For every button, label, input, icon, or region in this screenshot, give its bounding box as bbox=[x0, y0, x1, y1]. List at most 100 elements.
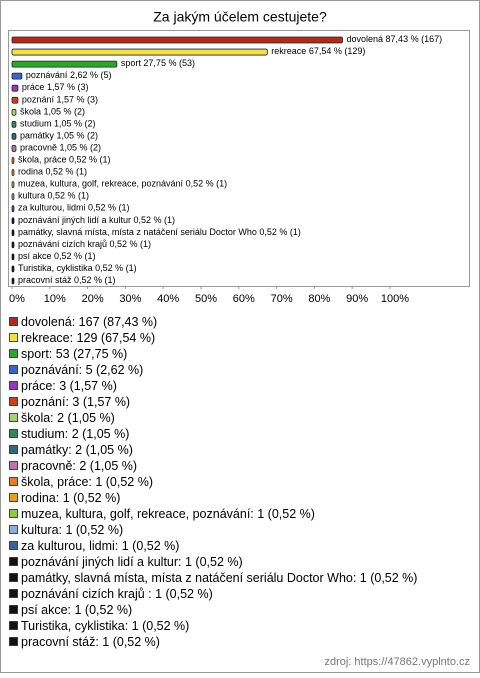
value-label: 1,05 % (2) bbox=[57, 131, 99, 141]
legend-label: práce: 3 (1,57 %) bbox=[21, 379, 117, 393]
bar-category: za kulturou, lidmi bbox=[18, 203, 86, 213]
legend-label: poznávání cizích krajů : 1 (0,52 %) bbox=[21, 587, 213, 601]
legend-swatch bbox=[9, 509, 18, 518]
bar-category: rekreace bbox=[271, 46, 306, 56]
bar-category: památky, slavná místa, místa z natáčení … bbox=[18, 227, 257, 237]
x-tick-label: 20% bbox=[82, 293, 104, 305]
legend-label: muzea, kultura, golf, rekreace, poznáván… bbox=[21, 507, 315, 521]
source: zdroj: https://47862.vyplnto.cz bbox=[324, 656, 470, 668]
legend-label: škola: 2 (1,05 %) bbox=[21, 411, 115, 425]
bar bbox=[11, 96, 19, 104]
bar-label: poznání 1,57 % (3) bbox=[22, 95, 98, 105]
x-tick-label: 10% bbox=[44, 293, 66, 305]
value-label: 0,52 % (1) bbox=[69, 155, 111, 165]
value-label: 0,52 % (1) bbox=[54, 251, 96, 261]
plot-frame bbox=[8, 30, 470, 287]
value-label: 1,57 % (3) bbox=[47, 83, 89, 93]
legend-swatch bbox=[9, 541, 18, 550]
legend-label: památky, slavná místa, místa z natáčení … bbox=[21, 571, 417, 585]
value-label: 0,52 % (1) bbox=[95, 263, 137, 273]
legend-label: poznávání jiných lidí a kultur: 1 (0,52 … bbox=[21, 555, 243, 569]
x-tick-label: 40% bbox=[157, 293, 179, 305]
legend-swatch bbox=[9, 605, 18, 614]
value-label: 0,52 % (1) bbox=[46, 167, 88, 177]
value-label: 0,52 % (1) bbox=[134, 215, 176, 225]
legend-swatch bbox=[9, 573, 18, 582]
bar-category: práce bbox=[22, 83, 45, 93]
bar bbox=[11, 169, 15, 176]
value-label: 1,05 % (2) bbox=[60, 143, 102, 153]
bar-label: poznávání jiných lidí a kultur 0,52 % (1… bbox=[18, 215, 175, 225]
bar bbox=[11, 193, 15, 201]
bar bbox=[11, 60, 118, 68]
value-label: 1,05 % (2) bbox=[44, 107, 86, 117]
legend-label: za kulturou, lidmi: 1 (0,52 %) bbox=[21, 539, 179, 553]
bar-category: dovolená bbox=[346, 34, 383, 44]
legend-label: památky: 2 (1,05 %) bbox=[21, 443, 133, 457]
value-label: 1,05 % (2) bbox=[54, 119, 96, 129]
bar-category: rodina bbox=[18, 167, 43, 177]
bar-category: poznávání cizích krajů bbox=[18, 239, 110, 249]
bar-label: práce 1,57 % (3) bbox=[22, 83, 89, 93]
bar-label: za kulturou, lidmi 0,52 % (1) bbox=[18, 203, 130, 213]
bar-label: muzea, kultura, golf, rekreace, poznáván… bbox=[18, 179, 227, 189]
bar bbox=[11, 205, 15, 213]
legend-swatch bbox=[9, 381, 18, 390]
bar-label: poznávání 2,62 % (5) bbox=[26, 71, 112, 81]
legend-label: poznání: 3 (1,57 %) bbox=[21, 395, 130, 409]
bar bbox=[11, 217, 15, 225]
bar bbox=[11, 157, 15, 164]
bar bbox=[11, 181, 15, 189]
legend-swatch bbox=[9, 429, 18, 438]
legend-swatch bbox=[9, 525, 18, 534]
bar-category: památky bbox=[20, 131, 55, 141]
legend-label: sport: 53 (27,75 %) bbox=[21, 347, 127, 361]
legend-label: pracovní stáž: 1 (0,52 %) bbox=[21, 635, 160, 649]
bar-label: škola 1,05 % (2) bbox=[20, 107, 85, 117]
x-tick-label: 60% bbox=[233, 293, 255, 305]
legend-swatch bbox=[9, 493, 18, 502]
bar-label: památky 1,05 % (2) bbox=[20, 131, 98, 141]
x-tick-label: 30% bbox=[119, 293, 141, 305]
bar-label: pracovně 1,05 % (2) bbox=[20, 143, 101, 153]
legend-swatch bbox=[9, 333, 18, 342]
legend-label: škola, práce: 1 (0,52 %) bbox=[21, 475, 153, 489]
bar-category: poznávání bbox=[26, 71, 68, 81]
legend-label: poznávání: 5 (2,62 %) bbox=[21, 363, 143, 377]
bar-category: poznávání jiných lidí a kultur bbox=[18, 215, 131, 225]
bar-category: psí akce bbox=[18, 251, 52, 261]
legend-swatch bbox=[9, 477, 18, 486]
x-tick-label: 80% bbox=[308, 293, 330, 305]
bar bbox=[11, 120, 17, 128]
bar bbox=[11, 277, 15, 285]
legend-swatch bbox=[9, 461, 18, 470]
bar-label: Turistika, cyklistika 0,52 % (1) bbox=[18, 263, 137, 273]
bar-category: škola bbox=[20, 107, 41, 117]
bar-category: škola, práce bbox=[18, 155, 67, 165]
bar-category: sport bbox=[121, 58, 142, 68]
bar bbox=[11, 36, 343, 44]
legend-swatch bbox=[9, 637, 18, 646]
bar-label: studium 1,05 % (2) bbox=[20, 119, 96, 129]
legend-label: pracovně: 2 (1,05 %) bbox=[21, 459, 137, 473]
value-label: 1,57 % (3) bbox=[56, 95, 98, 105]
value-label: 87,43 % (167) bbox=[386, 34, 443, 44]
bar-label: rekreace 67,54 % (129) bbox=[271, 46, 365, 56]
bar-label: kultura 0,52 % (1) bbox=[18, 191, 89, 201]
bar bbox=[11, 253, 15, 261]
bar-label: škola, práce 0,52 % (1) bbox=[18, 155, 111, 165]
bar bbox=[11, 84, 19, 92]
legend-label: rekreace: 129 (67,54 %) bbox=[21, 331, 155, 345]
bar bbox=[11, 72, 23, 80]
legend-swatch bbox=[9, 365, 18, 374]
bar bbox=[11, 48, 268, 56]
legend-swatch bbox=[9, 349, 18, 358]
legend-swatch bbox=[9, 589, 18, 598]
x-tick-label: 50% bbox=[195, 293, 217, 305]
legend-label: psí akce: 1 (0,52 %) bbox=[21, 603, 132, 617]
bar-label: poznávání cizích krajů 0,52 % (1) bbox=[18, 239, 151, 249]
legend-label: Turistika, cyklistika: 1 (0,52 %) bbox=[21, 619, 189, 633]
chart-title: Za jakým účelem cestujete? bbox=[153, 9, 327, 25]
x-tick-label: 100% bbox=[381, 293, 409, 305]
